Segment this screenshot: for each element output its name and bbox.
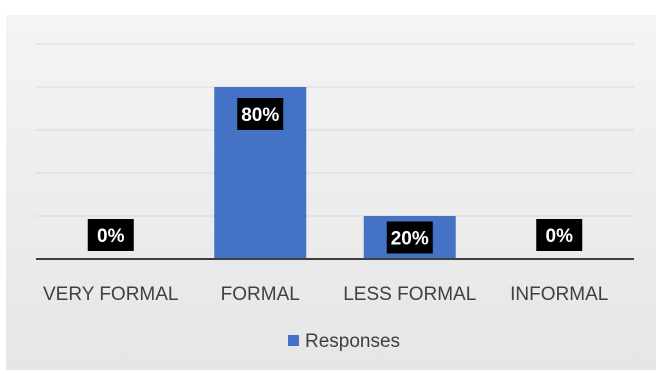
data-label-box [87, 219, 134, 251]
data-label: 80% [237, 98, 284, 130]
category-label: LESS FORMAL [343, 284, 476, 305]
data-label-text: 0% [546, 226, 574, 247]
chart-area: 0% 80% 20% 0% VERY FORMAL FORMAL LESS FORMAL I… [6, 15, 656, 370]
data-label-text: 20% [391, 229, 429, 250]
data-label-box [386, 221, 433, 254]
data-label: 0% [536, 219, 583, 251]
bar-chart: 0% 80% 20% 0% VERY FORMAL FORMAL LESS FORMAL I… [36, 43, 634, 352]
category-labels: VERY FORMAL FORMAL LESS FORMAL INFORMAL [43, 284, 608, 305]
data-label-box [237, 98, 284, 130]
data-label-box [536, 219, 583, 251]
data-label: 0% [87, 219, 134, 251]
legend-label: Responses [305, 331, 400, 352]
category-label: VERY FORMAL [43, 284, 179, 305]
data-label-text: 0% [97, 226, 125, 247]
legend-item: Responses [288, 331, 400, 352]
legend-swatch [288, 335, 299, 346]
category-label: INFORMAL [510, 284, 608, 305]
legend: Responses [288, 331, 400, 352]
data-label: 20% [386, 221, 433, 254]
gridlines [36, 43, 634, 217]
data-labels: 0% 80% 20% 0% [87, 98, 583, 254]
data-label-text: 80% [241, 105, 279, 126]
category-label: FORMAL [221, 284, 300, 305]
